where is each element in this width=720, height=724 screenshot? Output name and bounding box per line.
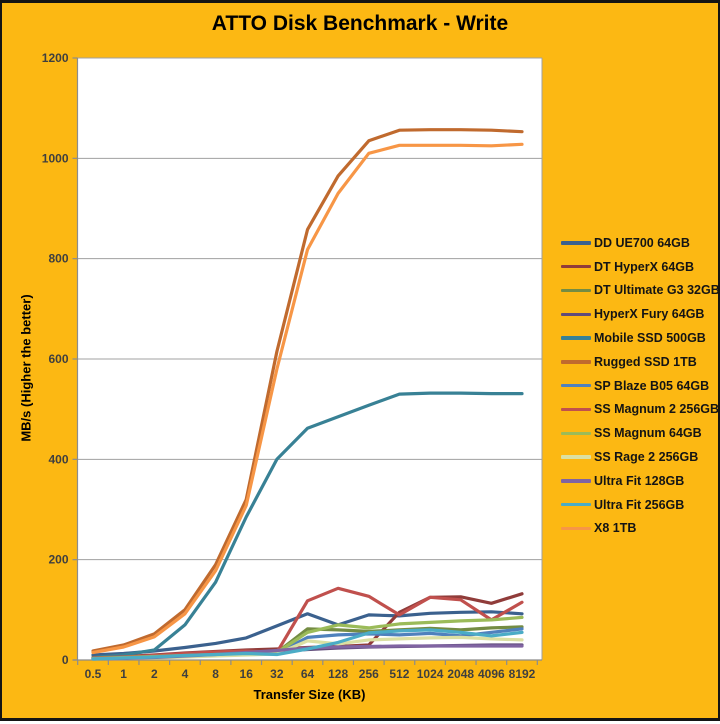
y-tick-label: 1000 — [42, 151, 69, 165]
legend-swatch — [561, 455, 591, 459]
series-line-x8-1tb — [91, 142, 524, 655]
legend-item: SP Blaze B05 64GB — [561, 374, 720, 398]
x-tick-label: 128 — [328, 667, 348, 681]
legend-swatch — [561, 288, 591, 293]
y-tick-label: 200 — [48, 553, 68, 567]
legend-label: DT HyperX 64GB — [594, 259, 695, 274]
x-tick-label: 8192 — [509, 667, 536, 681]
legend-item: Ultra Fit 128GB — [561, 469, 720, 493]
legend-item: HyperX Fury 64GB — [561, 302, 720, 326]
legend-item: SS Magnum 2 256GB — [561, 398, 720, 422]
legend-label: X8 1TB — [594, 521, 637, 536]
legend-label: SS Rage 2 256GB — [594, 450, 699, 465]
legend-label: DT Ultimate G3 32GB — [594, 283, 720, 298]
x-tick-label: 2048 — [447, 667, 474, 681]
x-tick-label: 1024 — [417, 667, 444, 681]
x-tick-label: 8 — [212, 667, 219, 681]
legend-label: Rugged SSD 1TB — [594, 354, 697, 369]
x-tick-label: 0.5 — [85, 667, 102, 681]
series-line-dd-ue700-64gb — [91, 610, 524, 657]
legend-label: SP Blaze B05 64GB — [594, 378, 710, 393]
x-tick-label: 512 — [389, 667, 409, 681]
legend-item: X8 1TB — [561, 517, 720, 541]
x-tick-label: 16 — [240, 667, 254, 681]
legend-label: SS Magnum 64GB — [594, 426, 702, 441]
legend-item: SS Rage 2 256GB — [561, 445, 720, 469]
legend-label: SS Magnum 2 256GB — [594, 402, 720, 417]
series-line-ultra-fit-256gb — [91, 628, 524, 661]
y-tick-label: 600 — [48, 352, 68, 366]
x-tick-label: 64 — [301, 667, 315, 681]
legend-label: Ultra Fit 128GB — [594, 473, 685, 488]
x-tick-label: 256 — [359, 667, 379, 681]
x-tick-label: 4096 — [478, 667, 505, 681]
legend-item: DT HyperX 64GB — [561, 255, 720, 279]
legend-swatch — [561, 312, 591, 317]
legend-label: DD UE700 64GB — [594, 235, 690, 250]
legend: DD UE700 64GB DT HyperX 64GB DT Ultimate G… — [561, 231, 720, 540]
legend-label: Mobile SSD 500GB — [594, 331, 706, 346]
legend-swatch — [561, 502, 591, 507]
y-tick-label: 400 — [48, 452, 68, 466]
series-line-mobile-ssd-500gb — [91, 391, 524, 660]
legend-swatch — [561, 336, 591, 340]
legend-item: Rugged SSD 1TB — [561, 350, 720, 374]
x-tick-label: 1 — [120, 667, 127, 681]
plot-area: 0 200 400 600 800 1000 1200 0.5 1 2 4 8 16 32 64 128 256… — [42, 51, 543, 681]
y-tick-label: 800 — [48, 252, 68, 266]
legend-item: SS Magnum 64GB — [561, 421, 720, 445]
legend-swatch — [561, 526, 591, 531]
chart-title: ATTO Disk Benchmark - Write — [211, 12, 509, 35]
legend-swatch — [561, 264, 591, 269]
legend-item: Ultra Fit 256GB — [561, 493, 720, 517]
legend-label: Ultra Fit 256GB — [594, 497, 685, 512]
legend-item: DT Ultimate G3 32GB — [561, 279, 720, 303]
legend-swatch — [561, 360, 591, 364]
legend-swatch — [561, 383, 591, 388]
x-tick-label: 2 — [151, 667, 158, 681]
legend-swatch — [561, 407, 591, 412]
legend-swatch — [561, 479, 591, 483]
y-tick-label: 1200 — [42, 51, 69, 65]
series-line-rugged-ssd-1tb — [91, 128, 524, 653]
legend-item: DD UE700 64GB — [561, 231, 720, 255]
x-tick-label: 32 — [270, 667, 284, 681]
x-tick-label: 4 — [182, 667, 189, 681]
legend-label: HyperX Fury 64GB — [594, 307, 705, 322]
x-axis-title: Transfer Size (KB) — [253, 687, 366, 702]
legend-swatch — [561, 241, 591, 245]
legend-swatch — [561, 431, 591, 436]
y-tick-label: 0 — [62, 653, 69, 667]
legend-item: Mobile SSD 500GB — [561, 326, 720, 350]
